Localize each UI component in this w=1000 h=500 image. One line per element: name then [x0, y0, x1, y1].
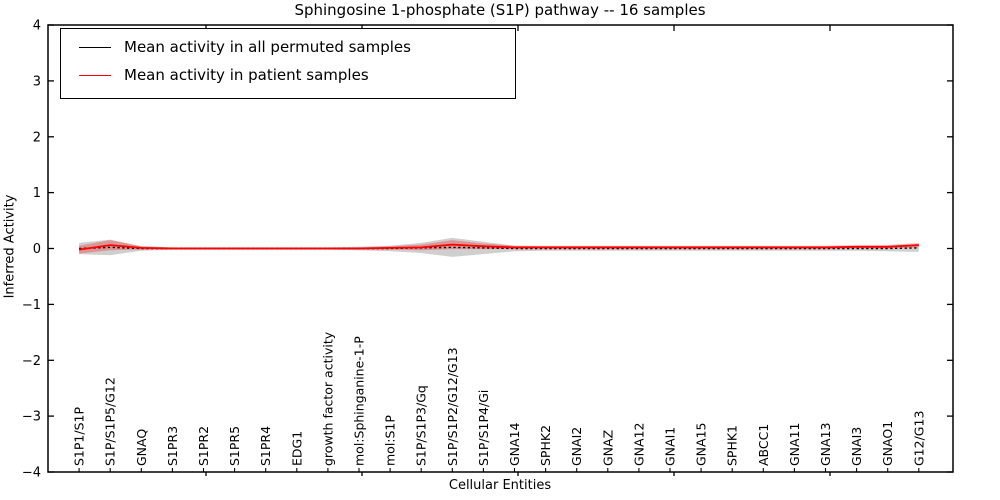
x-tick-label: GNAQ	[134, 429, 149, 466]
y-tick-label: 4	[33, 19, 41, 34]
x-tick-label: SPHK1	[725, 425, 740, 466]
x-tick-label: GNAZ	[600, 430, 615, 466]
y-tick-label: 2	[33, 130, 41, 145]
x-tick-label: GNAI2	[569, 427, 584, 466]
x-tick-label: GNA12	[631, 423, 646, 467]
x-tick-label: S1P/S1P4/Gi	[476, 390, 491, 466]
x-tick-label: S1P/S1P5/G12	[103, 377, 118, 466]
legend-item-patient: Mean activity in patient samples	[61, 62, 369, 88]
x-tick-label: mol:S1P	[383, 415, 398, 466]
x-tick-label: G12/G13	[911, 411, 926, 466]
x-tick-label: S1P1/S1P	[72, 407, 87, 466]
y-tick-label: −3	[22, 410, 41, 425]
x-tick-label: ABCC1	[756, 424, 771, 466]
legend-line-sample-permuted	[79, 46, 111, 48]
x-tick-label: GNA15	[694, 423, 709, 467]
y-tick-label: 3	[33, 74, 41, 89]
x-axis-label: Cellular Entities	[448, 478, 552, 493]
y-tick-label: −4	[22, 466, 41, 481]
x-tick-label: SPHK2	[538, 425, 553, 466]
series-patient-line	[78, 243, 919, 251]
x-tick-label: S1PR5	[227, 426, 242, 466]
x-tick-label: GNA13	[818, 423, 833, 467]
x-tick-label: mol:Sphinganine-1-P	[352, 336, 367, 466]
x-tick-label: growth factor activity	[320, 331, 335, 466]
legend-line-sample-patient	[79, 74, 111, 76]
y-axis-label: Inferred Activity	[2, 194, 18, 299]
x-tick-label: S1PR3	[165, 426, 180, 466]
legend-item-permuted: Mean activity in all permuted samples	[61, 34, 411, 60]
x-tick-label: GNAI1	[663, 427, 678, 466]
y-tick-label: −2	[22, 354, 41, 369]
legend-label-patient: Mean activity in patient samples	[124, 66, 369, 84]
x-tick-label: GNA14	[507, 422, 522, 466]
x-tick-label: EDG1	[289, 431, 304, 466]
y-tick-label: 0	[33, 242, 41, 257]
x-tick-label: S1P/S1P3/Gq	[414, 385, 429, 466]
x-tick-label: S1P/S1P2/G12/G13	[445, 347, 460, 466]
x-tick-label: GNAO1	[880, 421, 895, 466]
y-tick-label: 1	[33, 186, 41, 201]
chart-title: Sphingosine 1-phosphate (S1P) pathway --…	[294, 1, 706, 19]
x-tick-label: S1PR2	[196, 426, 211, 466]
x-tick-label: GNAI3	[849, 427, 864, 466]
x-tick-label: S1PR4	[258, 426, 273, 466]
legend: Mean activity in all permuted samples Me…	[60, 28, 516, 99]
y-tick-label: −1	[22, 298, 41, 313]
legend-label-permuted: Mean activity in all permuted samples	[124, 38, 411, 56]
x-tick-label: GNA11	[787, 423, 802, 467]
